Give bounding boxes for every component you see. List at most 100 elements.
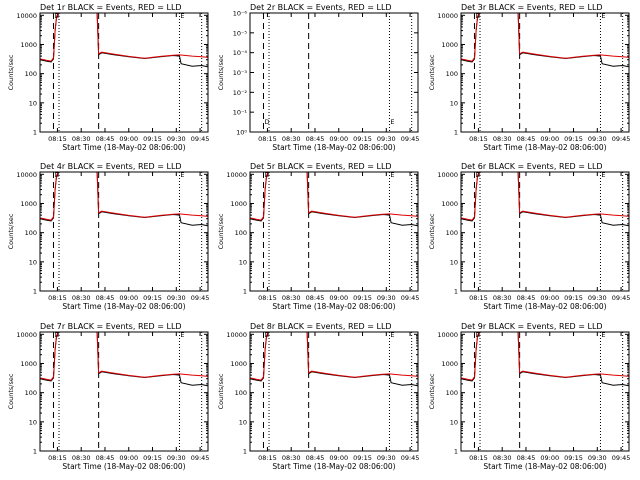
x-tick-label: 09:15: [564, 135, 583, 143]
x-axis-label: Start Time (18-May-02 08:06:00): [483, 462, 606, 471]
x-tick-label: 09:15: [353, 135, 372, 143]
y-tick-label: 1000: [230, 200, 247, 208]
events-series-line: [250, 332, 418, 387]
x-tick-label: 09:00: [329, 135, 348, 143]
x-tick-label: 08:15: [258, 135, 277, 143]
x-axis-label: Start Time (18-May-02 08:06:00): [62, 462, 185, 471]
y-axis-label: Counts/sec: [217, 373, 225, 409]
marker-D: D: [265, 171, 270, 179]
x-tick-label: 08:15: [469, 135, 488, 143]
x-tick-label: 09:45: [612, 454, 631, 462]
y-tick-label: 10: [239, 418, 247, 426]
y-tick-label: 10000: [437, 331, 458, 339]
panel-title: Det 3r BLACK = Events, RED = LLD: [461, 3, 603, 12]
y-tick-label: 1: [33, 288, 37, 296]
y-tick-label: 1: [243, 448, 247, 456]
marker-D: D: [55, 12, 60, 20]
y-tick-label: 10: [239, 258, 247, 266]
y-tick-label: 10⁻²: [233, 89, 248, 97]
marker-E: E: [601, 171, 605, 179]
panel-det-5: Det 5r BLACK = Events, RED = LLD Counts/s…: [217, 162, 419, 311]
x-tick-label: 09:45: [612, 135, 631, 143]
lld-series-line: [461, 172, 629, 221]
marker-E: E: [390, 331, 394, 339]
x-tick-label: 09:30: [167, 135, 186, 143]
events-series-line: [40, 172, 208, 227]
marker-D: D: [476, 331, 481, 339]
x-tick-label: 08:15: [48, 294, 67, 302]
y-tick-label: 10000: [16, 331, 37, 339]
y-tick-label: 100: [446, 70, 458, 78]
y-tick-label: 100: [25, 70, 37, 78]
y-tick-label: 10000: [226, 171, 247, 179]
y-axis-label: Counts/sec: [217, 213, 225, 249]
events-series-line: [40, 332, 208, 387]
y-tick-label: 10: [29, 258, 37, 266]
y-axis-label: Counts/sec: [428, 213, 436, 249]
x-tick-label: 09:15: [353, 294, 372, 302]
x-tick-label: 08:15: [258, 454, 277, 462]
x-tick-label: 08:30: [282, 294, 301, 302]
lld-series-line: [250, 332, 418, 381]
events-series-line: [40, 13, 208, 68]
x-tick-label: 09:45: [401, 294, 420, 302]
y-tick-label: 1: [33, 448, 37, 456]
x-tick-label: 08:30: [493, 454, 512, 462]
x-tick-label: 08:45: [96, 135, 115, 143]
x-tick-label: 09:30: [588, 454, 607, 462]
x-tick-label: 09:45: [191, 294, 210, 302]
x-axis-label: Start Time (18-May-02 08:06:00): [483, 143, 606, 152]
x-tick-label: 09:30: [588, 135, 607, 143]
y-tick-label: 10⁻³: [233, 69, 248, 77]
y-tick-label: 10000: [16, 12, 37, 20]
y-tick-label: 10: [450, 418, 458, 426]
x-tick-label: 08:45: [517, 294, 536, 302]
events-series-line: [461, 332, 629, 387]
x-axis-label: Start Time (18-May-02 08:06:00): [62, 302, 185, 311]
y-tick-label: 100: [25, 229, 37, 237]
x-tick-label: 09:00: [119, 294, 138, 302]
x-tick-label: 09:45: [401, 454, 420, 462]
y-tick-label: 1: [454, 129, 458, 137]
y-tick-label: 1000: [441, 200, 458, 208]
x-tick-label: 08:30: [282, 135, 301, 143]
y-tick-label: 1000: [20, 41, 37, 49]
marker-D: D: [55, 331, 60, 339]
x-axis-label: Start Time (18-May-02 08:06:00): [272, 302, 395, 311]
x-tick-label: 09:45: [191, 135, 210, 143]
y-axis-label: Counts/sec: [7, 373, 15, 409]
y-tick-label: 10: [450, 258, 458, 266]
x-tick-label: 08:30: [72, 135, 91, 143]
y-tick-label: 10: [29, 99, 37, 107]
y-axis-label: Counts/sec: [7, 213, 15, 249]
panel-title: Det 8r BLACK = Events, RED = LLD: [250, 322, 392, 331]
marker-E: E: [390, 171, 394, 179]
marker-E: E: [180, 12, 184, 20]
x-tick-label: 09:00: [119, 454, 138, 462]
x-axis-label: Start Time (18-May-02 08:06:00): [272, 143, 395, 152]
x-tick-label: 08:30: [282, 454, 301, 462]
x-tick-label: 08:45: [306, 294, 325, 302]
marker-E: E: [180, 171, 184, 179]
x-tick-label: 09:15: [143, 454, 162, 462]
x-tick-label: 08:45: [306, 454, 325, 462]
x-tick-label: 09:30: [167, 294, 186, 302]
y-axis-label: Counts/sec: [7, 54, 15, 90]
marker-E: E: [601, 12, 605, 20]
plot-frame: [460, 12, 630, 133]
panel-title: Det 9r BLACK = Events, RED = LLD: [461, 322, 603, 331]
panel-title: Det 2r BLACK = Events, RED = LLD: [250, 3, 392, 12]
x-tick-label: 09:00: [119, 135, 138, 143]
y-tick-label: 1: [33, 129, 37, 137]
panel-title: Det 4r BLACK = Events, RED = LLD: [40, 162, 182, 171]
x-tick-label: 08:30: [493, 294, 512, 302]
y-tick-label: 10000: [437, 12, 458, 20]
x-tick-label: 09:15: [564, 294, 583, 302]
events-series-line: [461, 172, 629, 227]
lld-series-line: [250, 172, 418, 221]
y-tick-label: 10: [29, 418, 37, 426]
x-tick-label: 09:45: [191, 454, 210, 462]
y-tick-label: 10⁻⁶: [233, 10, 248, 18]
x-tick-label: 08:15: [469, 454, 488, 462]
